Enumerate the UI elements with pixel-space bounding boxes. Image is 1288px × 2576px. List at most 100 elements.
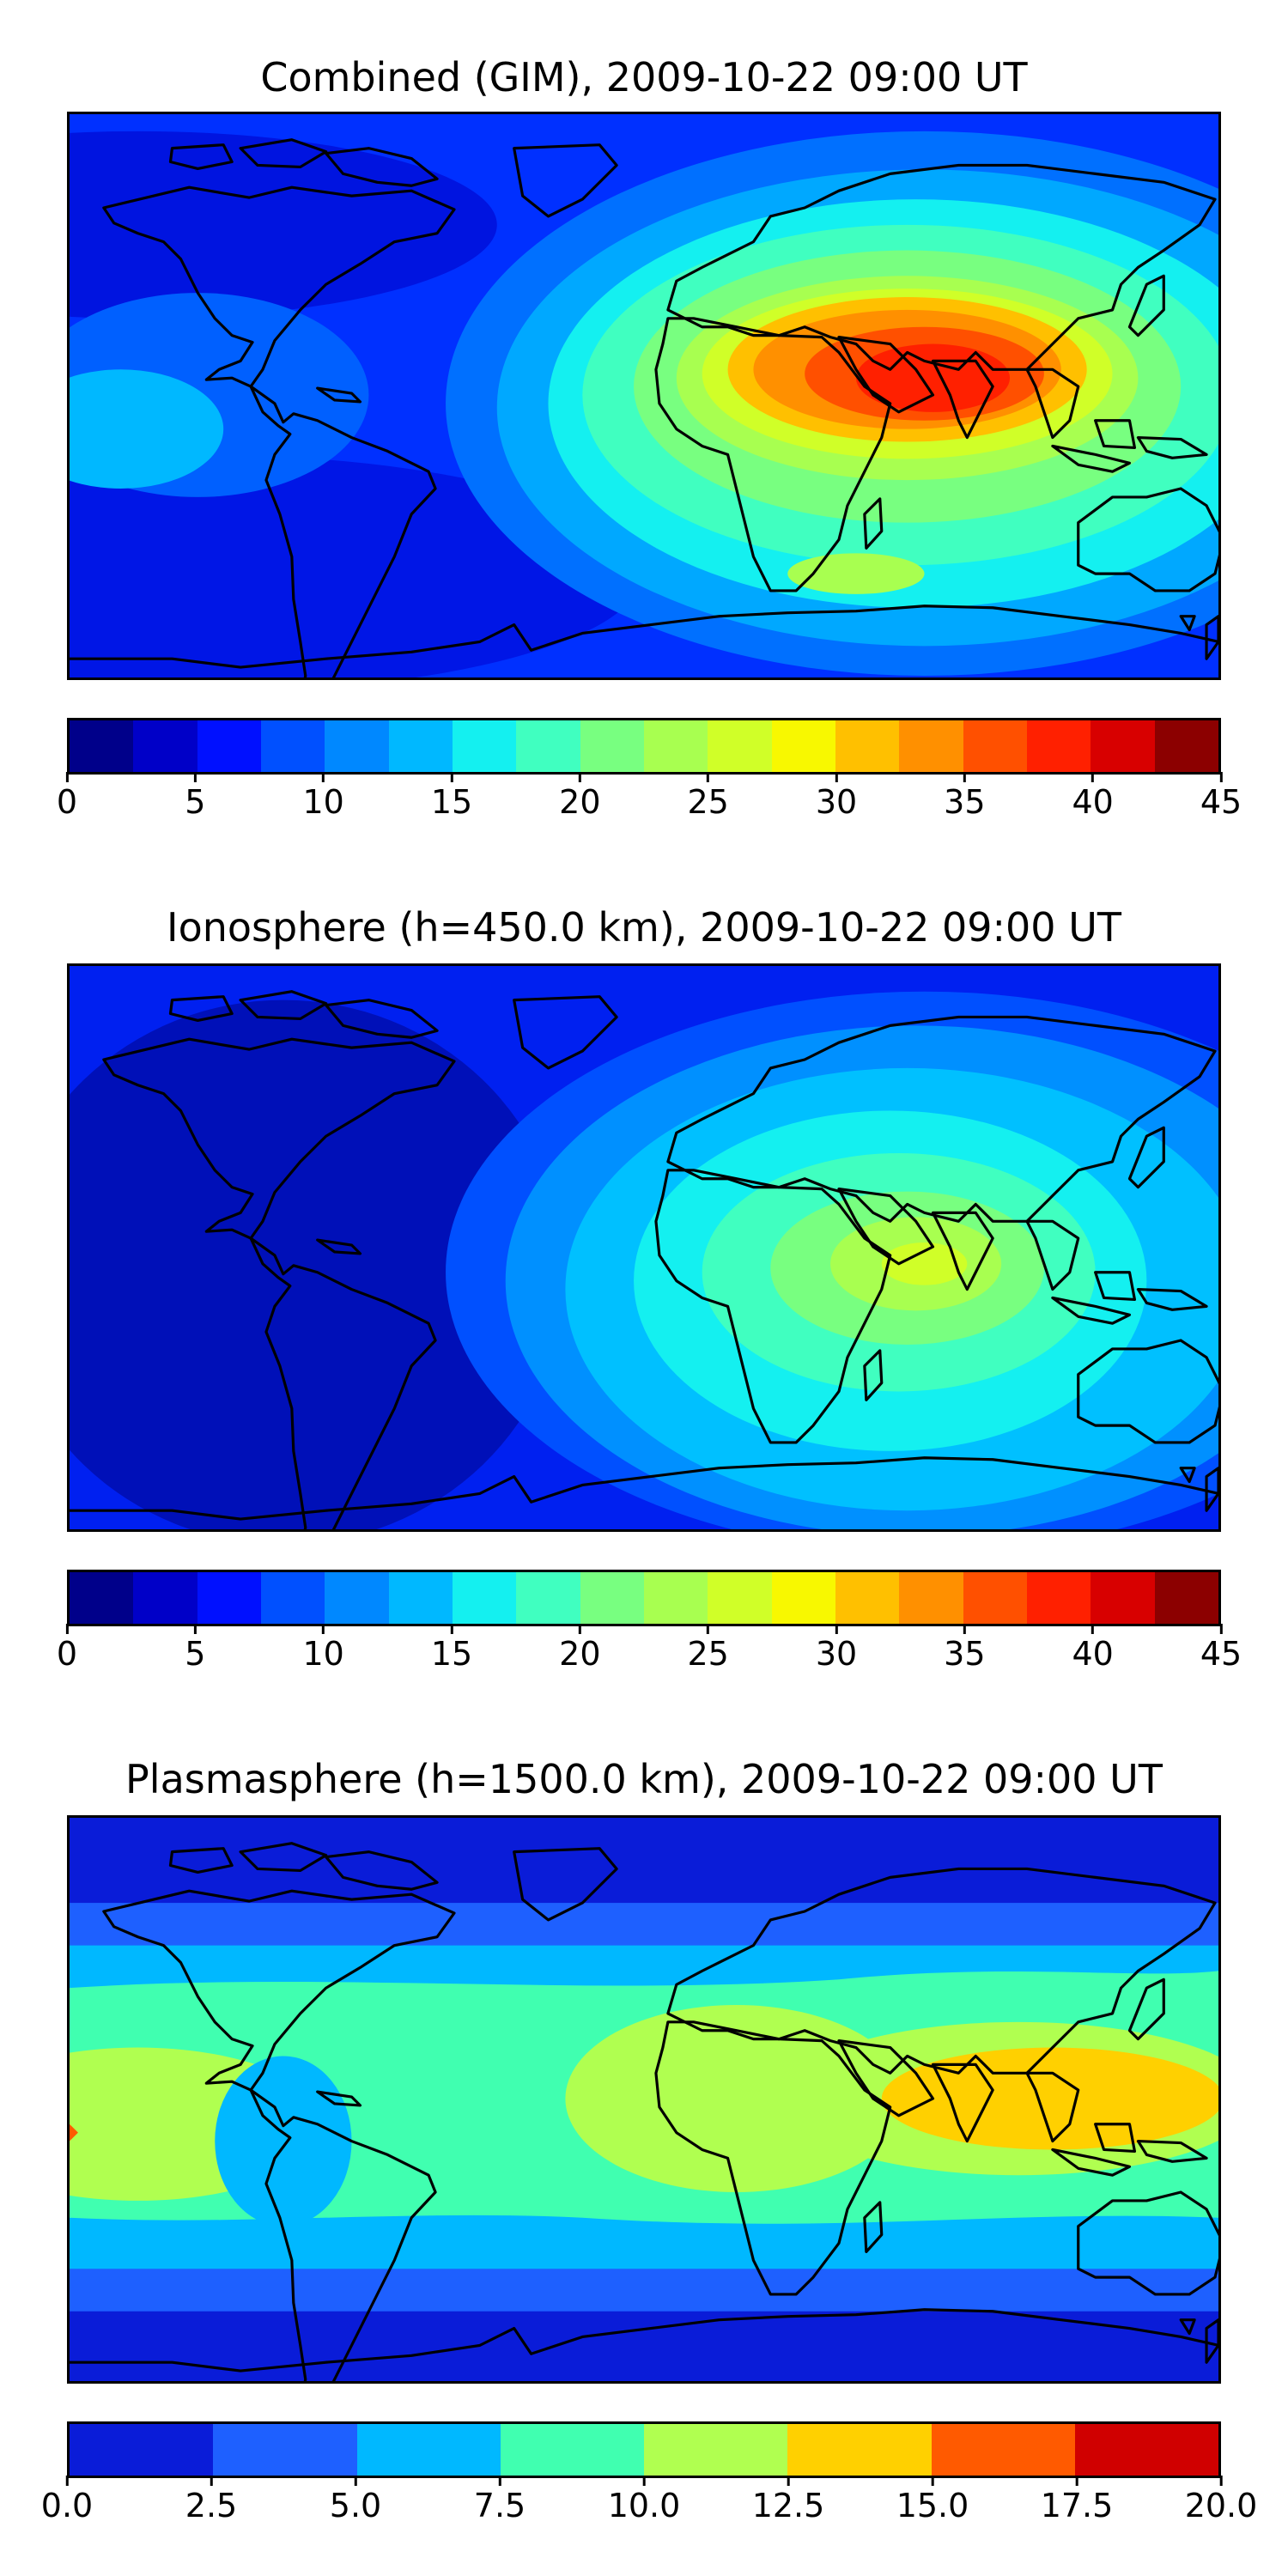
- colorbar-tick: 15: [431, 1624, 472, 1674]
- colorbar-segment: [70, 1572, 134, 1624]
- tick-mark: [963, 1624, 966, 1634]
- tick-mark: [354, 2476, 357, 2486]
- tick-mark: [963, 772, 966, 782]
- tick-label: 45: [1200, 1635, 1242, 1673]
- tick-mark: [835, 1624, 838, 1634]
- tick-label: 35: [944, 1635, 986, 1673]
- panel-title: Combined (GIM), 2009-10-22 09:00 UT: [260, 54, 1028, 100]
- tick-label: 20: [559, 783, 601, 821]
- tick-mark: [1219, 1624, 1223, 1634]
- colorbar-segment: [835, 720, 900, 772]
- colorbar-segment: [899, 1572, 963, 1624]
- tick-label: 0: [56, 783, 78, 821]
- tick-label: 40: [1072, 1635, 1114, 1673]
- tick-mark: [707, 772, 710, 782]
- colorbar-plasmasphere: [67, 2421, 1221, 2478]
- tick-label: 15: [430, 1635, 473, 1673]
- tick-mark: [193, 1624, 197, 1634]
- tick-label: 30: [815, 1635, 858, 1673]
- colorbar-segment: [516, 720, 580, 772]
- colorbar-segment: [325, 1572, 389, 1624]
- tick-mark: [787, 2476, 790, 2486]
- tick-label: 40: [1072, 783, 1114, 821]
- tick-mark: [65, 1624, 69, 1634]
- colorbar-segment: [580, 720, 644, 772]
- tick-mark: [65, 772, 69, 782]
- colorbar-ticks-plasmasphere: 0.0 2.5 5.0 7.5 10.0 12.5 15.0 17.5 20.0: [41, 2476, 1257, 2527]
- tick-label: 25: [687, 783, 729, 821]
- tick-mark: [642, 2476, 646, 2486]
- tick-label: 17.5: [1040, 2487, 1114, 2524]
- colorbar-segment: [931, 2424, 1075, 2476]
- tick-mark: [1219, 2476, 1223, 2486]
- tick-label: 5: [185, 783, 206, 821]
- tick-label: 35: [944, 783, 986, 821]
- colorbar-segment: [500, 2424, 644, 2476]
- colorbar-tick: 5.0: [330, 2476, 381, 2525]
- tick-mark: [578, 772, 581, 782]
- colorbar-segment: [213, 2424, 357, 2476]
- colorbar-tick: 10: [302, 1624, 344, 1674]
- colorbar-tick: 20.0: [1184, 2476, 1258, 2525]
- colorbar-segment: [771, 1572, 835, 1624]
- tick-label: 20: [559, 1635, 601, 1673]
- colorbar-segment: [70, 720, 134, 772]
- tick-label: 0.0: [40, 2487, 94, 2524]
- colorbar-tick: 20: [559, 772, 601, 822]
- colorbar-tick: 45: [1200, 1624, 1242, 1674]
- colorbar-segment: [644, 2424, 788, 2476]
- colorbar-segment: [388, 1572, 453, 1624]
- panel-title: Ionosphere (h=450.0 km), 2009-10-22 09:0…: [167, 904, 1121, 951]
- colorbar-tick: 17.5: [1040, 2476, 1114, 2525]
- colorbar-tick: 30: [816, 1624, 857, 1674]
- tick-label: 30: [815, 783, 858, 821]
- colorbar-segment: [260, 1572, 325, 1624]
- tick-label: 10.0: [607, 2487, 681, 2524]
- colorbar-tick: 35: [944, 772, 986, 822]
- colorbar-tick: 15: [431, 772, 472, 822]
- colorbar-segment: [963, 720, 1027, 772]
- colorbar-segment: [1091, 720, 1155, 772]
- colorbar-tick: 30: [816, 772, 857, 822]
- tick-label: 20.0: [1184, 2487, 1258, 2524]
- colorbar-tick: 25: [687, 772, 729, 822]
- tick-label: 45: [1200, 783, 1242, 821]
- tick-label: 7.5: [473, 2487, 526, 2524]
- tick-label: 10: [302, 1635, 344, 1673]
- tick-label: 15: [430, 783, 473, 821]
- colorbar-tick: 25: [687, 1624, 729, 1674]
- colorbar-tick: 40: [1072, 1624, 1114, 1674]
- tick-mark: [450, 772, 453, 782]
- tick-mark: [193, 772, 197, 782]
- colorbar-segment: [835, 1572, 900, 1624]
- tick-label: 2.5: [185, 2487, 238, 2524]
- colorbar-tick: 12.5: [752, 2476, 824, 2525]
- colorbar-tick: 0.0: [41, 2476, 93, 2525]
- colorbar-ionosphere: [67, 1570, 1221, 1626]
- colorbar-tick: 35: [944, 1624, 986, 1674]
- tick-label: 25: [687, 1635, 729, 1673]
- colorbar-tick: 0: [57, 772, 77, 822]
- tick-mark: [322, 772, 325, 782]
- colorbar-segment: [708, 1572, 772, 1624]
- colorbar-segment: [708, 720, 772, 772]
- colorbar-segment: [963, 1572, 1027, 1624]
- tick-mark: [578, 1624, 581, 1634]
- tick-mark: [1091, 1624, 1095, 1634]
- tick-mark: [498, 2476, 501, 2486]
- colorbar-segment: [388, 720, 453, 772]
- colorbar-segment: [1074, 2424, 1218, 2476]
- tick-label: 5: [185, 1635, 206, 1673]
- colorbar-segment: [580, 1572, 644, 1624]
- tick-mark: [1075, 2476, 1078, 2486]
- colorbar-segment: [197, 720, 261, 772]
- colorbar-segment: [1091, 1572, 1155, 1624]
- colorbar-tick: 2.5: [185, 2476, 237, 2525]
- tick-mark: [707, 1624, 710, 1634]
- colorbar-segment: [260, 720, 325, 772]
- colorbar-segment: [643, 720, 708, 772]
- colorbar-tick: 40: [1072, 772, 1114, 822]
- colorbar-segment: [1154, 720, 1218, 772]
- colorbar-segment: [133, 1572, 197, 1624]
- colorbar-segment: [516, 1572, 580, 1624]
